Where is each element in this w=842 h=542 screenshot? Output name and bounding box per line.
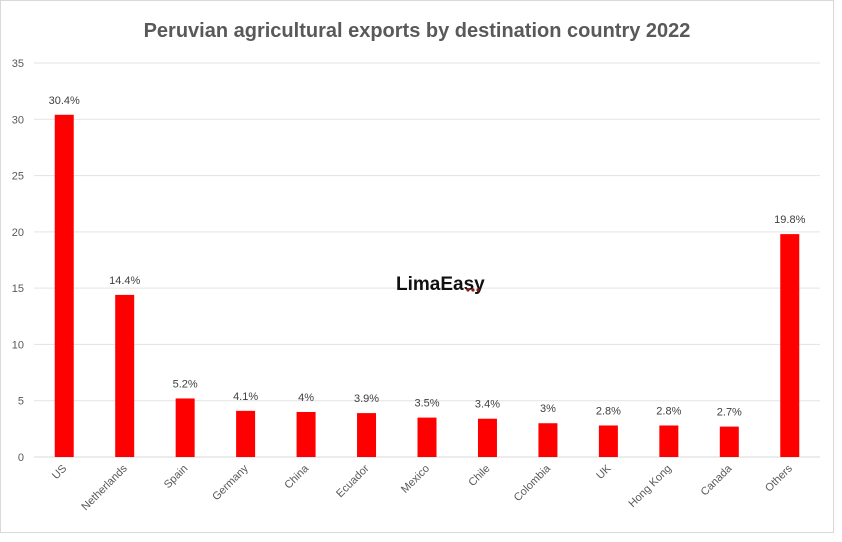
data-label: 4%	[298, 392, 314, 404]
bar	[719, 426, 739, 457]
bars	[54, 114, 800, 457]
x-tick-label: China	[282, 462, 311, 491]
x-tick-label: US	[50, 463, 69, 482]
x-tick-label: Netherlands	[79, 462, 130, 513]
y-tick-label: 25	[12, 171, 24, 183]
bar	[477, 418, 497, 457]
chart-title: Peruvian agricultural exports by destina…	[143, 20, 691, 42]
x-tick-label: Mexico	[399, 463, 432, 496]
y-tick-label: 15	[12, 283, 24, 295]
bar	[598, 425, 618, 457]
bar	[780, 234, 800, 457]
data-label: 2.8%	[656, 405, 681, 417]
data-label: 3.9%	[354, 393, 379, 405]
bar	[54, 114, 74, 457]
data-label: 30.4%	[49, 95, 80, 107]
y-tick-label: 30	[12, 114, 24, 126]
x-tick-label: Hong Kong	[627, 463, 674, 510]
data-label: 2.7%	[717, 407, 742, 419]
data-label: 2.8%	[596, 405, 621, 417]
x-tick-label: Others	[763, 462, 795, 494]
data-label: 19.8%	[774, 214, 805, 226]
bar	[115, 294, 135, 457]
gridlines	[34, 62, 820, 402]
x-tick-label: UK	[594, 462, 614, 482]
chart-frame	[0, 0, 834, 533]
data-label: 4.1%	[233, 391, 258, 403]
bar	[659, 425, 679, 457]
x-tick-label: Germany	[210, 462, 251, 503]
data-label: 14.4%	[109, 275, 140, 287]
limaeasy-watermark-logo: LimaEasy	[396, 274, 485, 295]
data-labels: 30.4% 14.4% 5.2% 4.1% 4% 3.9% 3.5% 3.4% 3% 2.8% 2.…	[49, 95, 806, 419]
y-axis-ticks: 0 5 10 15 20 25 30 35	[12, 58, 24, 464]
data-label: 5.2%	[173, 378, 198, 390]
y-tick-label: 0	[18, 452, 24, 464]
bar	[236, 410, 256, 457]
data-label: 3.5%	[414, 398, 439, 410]
y-tick-label: 20	[12, 227, 24, 239]
x-tick-label: Spain	[162, 463, 190, 491]
bar	[175, 398, 195, 457]
data-label: 3%	[540, 403, 556, 415]
x-tick-label: Chile	[466, 463, 492, 489]
y-tick-label: 5	[18, 396, 24, 408]
x-tick-label: Ecuador	[334, 462, 372, 500]
y-tick-label: 35	[12, 58, 24, 70]
bar	[538, 423, 558, 457]
x-tick-label: Canada	[699, 462, 735, 498]
x-axis-labels: US Netherlands Spain Germany China Ecuador Mex…	[50, 462, 795, 513]
data-label: 3.4%	[475, 399, 500, 411]
y-tick-label: 10	[12, 339, 24, 351]
bar	[357, 413, 377, 457]
bar	[417, 417, 437, 457]
x-tick-label: Colombia	[512, 462, 554, 504]
bar	[296, 411, 316, 457]
watermark-text: LimaEasy	[396, 274, 485, 295]
